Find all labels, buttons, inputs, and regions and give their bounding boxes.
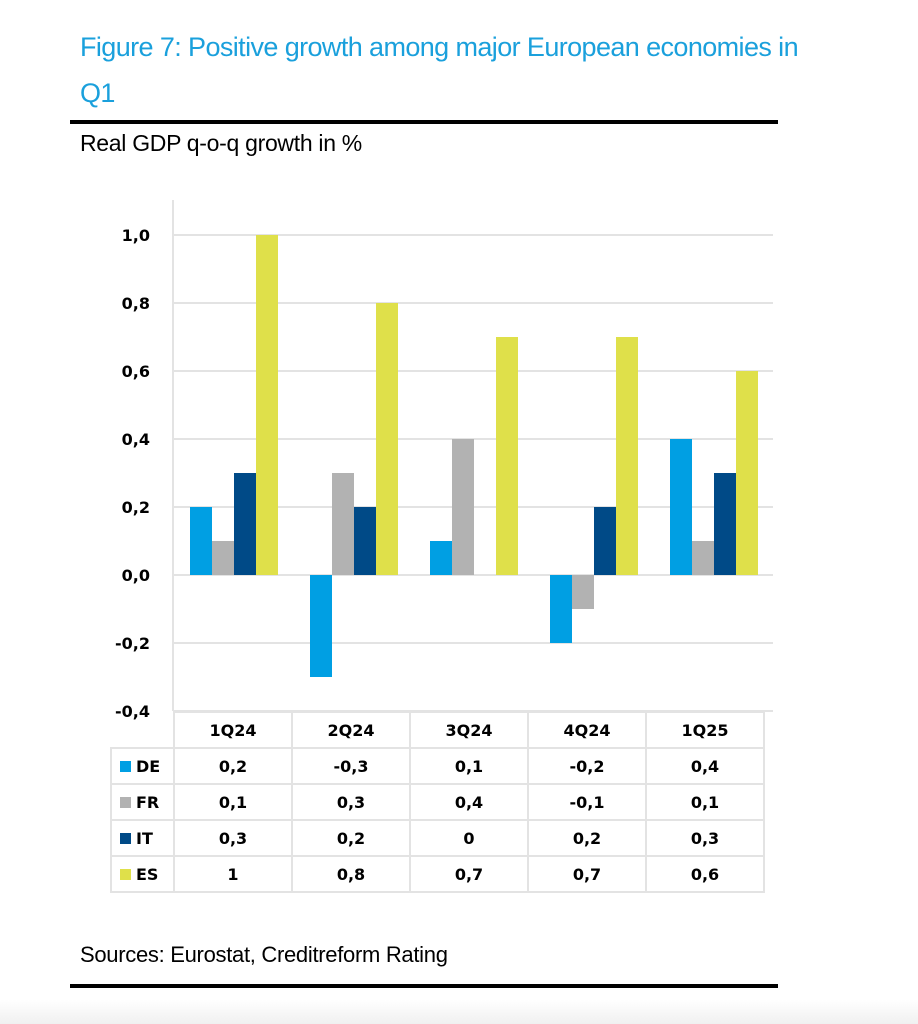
y-tick-label: -0,2 [115,634,150,653]
category-label: 1Q25 [645,711,765,749]
legend-swatch-it [120,832,131,844]
legend-swatch-es [120,868,131,880]
bar-es-4q24 [616,337,638,575]
data-cell: 0,7 [409,855,529,893]
data-table-row-es: ES 1 0,8 0,7 0,7 0,6 [110,855,765,893]
legend-entry-it: IT [110,819,175,857]
bar-it-2q24 [354,507,376,575]
data-table-corner [111,712,175,749]
bar-fr-4q24 [572,575,594,609]
y-tick-label: 0,0 [122,566,150,585]
category-label: 2Q24 [291,711,411,749]
bar-de-1q24 [190,507,212,575]
bar-it-1q24 [234,473,256,575]
category-label: 3Q24 [409,711,529,749]
bar-fr-1q24 [212,541,234,575]
data-cell: 0,7 [527,855,647,893]
category-label: 1Q24 [173,711,293,749]
data-table-row-fr: FR 0,1 0,3 0,4 -0,1 0,1 [110,783,765,821]
data-cell: 0 [409,819,529,857]
page-edge [0,1000,918,1024]
data-table-header-row: 1Q24 2Q24 3Q24 4Q24 1Q25 [111,711,765,749]
data-cell: 0,1 [409,747,529,785]
y-tick-label: 0,2 [122,498,150,517]
data-cell: 0,6 [645,855,765,893]
bar-fr-2q24 [332,473,354,575]
bar-es-2q24 [376,303,398,575]
data-cell: -0,3 [291,747,411,785]
legend-label: DE [136,756,161,776]
bar-fr-1q25 [692,541,714,575]
y-tick-label: 0,8 [122,294,150,313]
legend-label: FR [136,792,160,812]
y-tick-label: 0,6 [122,362,150,381]
bar-chart: 1,00,80,60,40,20,0-0,2-0,4 [115,200,773,720]
figure-subtitle: Real GDP q-o-q growth in % [80,130,362,156]
legend-swatch-de [120,760,131,772]
data-cell: 0,2 [173,747,293,785]
bar-es-1q24 [256,235,278,575]
data-cell: 0,4 [645,747,765,785]
legend-entry-de: DE [110,747,175,785]
bar-de-1q25 [670,439,692,575]
bar-es-1q25 [736,371,758,575]
data-table-row-it: IT 0,3 0,2 0 0,2 0,3 [110,819,765,857]
legend-label: IT [136,828,153,848]
data-cell: -0,2 [527,747,647,785]
data-cell: 0,2 [291,819,411,857]
data-cell: -0,1 [527,783,647,821]
legend-entry-es: ES [110,855,175,893]
source-note: Sources: Eurostat, Creditreform Rating [80,942,448,967]
bars [190,235,758,677]
bar-de-4q24 [550,575,572,643]
legend-label: ES [136,864,159,884]
category-label: 4Q24 [527,711,647,749]
bar-it-1q25 [714,473,736,575]
bar-it-4q24 [594,507,616,575]
data-table-row-de: DE 0,2 -0,3 0,1 -0,2 0,4 [110,747,765,785]
bar-fr-3q24 [452,439,474,575]
y-axis-tick-labels: 1,00,80,60,40,20,0-0,2-0,4 [115,226,150,720]
data-cell: 0,1 [173,783,293,821]
data-cell: 0,3 [645,819,765,857]
data-cell: 0,1 [645,783,765,821]
data-cell: 0,4 [409,783,529,821]
bottom-rule [70,984,778,988]
bar-de-2q24 [310,575,332,677]
data-table: 1Q24 2Q24 3Q24 4Q24 1Q25 DE 0,2 -0,3 0,1… [110,711,765,893]
legend-swatch-fr [120,796,131,808]
bar-de-3q24 [430,541,452,575]
y-tick-label: 0,4 [122,430,150,449]
data-cell: 0,3 [173,819,293,857]
top-rule [70,120,778,124]
bar-es-3q24 [496,337,518,575]
data-cell: 0,3 [291,783,411,821]
y-tick-label: 1,0 [122,226,150,245]
data-cell: 0,2 [527,819,647,857]
figure-title: Figure 7: Positive growth among major Eu… [80,32,799,108]
data-cell: 1 [173,855,293,893]
data-cell: 0,8 [291,855,411,893]
legend-entry-fr: FR [110,783,175,821]
